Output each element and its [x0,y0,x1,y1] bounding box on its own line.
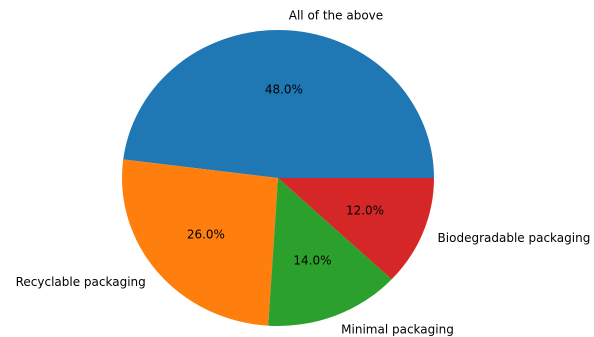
pie-category-label-1: All of the above [289,9,383,23]
pie-labels: 48.0% All of the above 26.0% Recyclable pac… [16,9,591,337]
pie-slice-3 [268,178,392,327]
pie-percent-label-3: 14.0% [293,254,331,268]
pie-slice-1 [123,29,434,179]
pie-slices [121,29,434,327]
pie-percent-label-1: 48.0% [265,82,303,96]
pie-category-label-3: Minimal packaging [341,322,454,336]
pie-percent-label-4: 12.0% [346,204,384,218]
pie-category-label-2: Recyclable packaging [16,275,146,289]
pie-category-label-4: Biodegradable packaging [438,231,591,245]
pie-slice-4 [278,178,434,280]
pie-slice-2 [121,159,278,326]
pie-percent-label-2: 26.0% [187,228,225,242]
